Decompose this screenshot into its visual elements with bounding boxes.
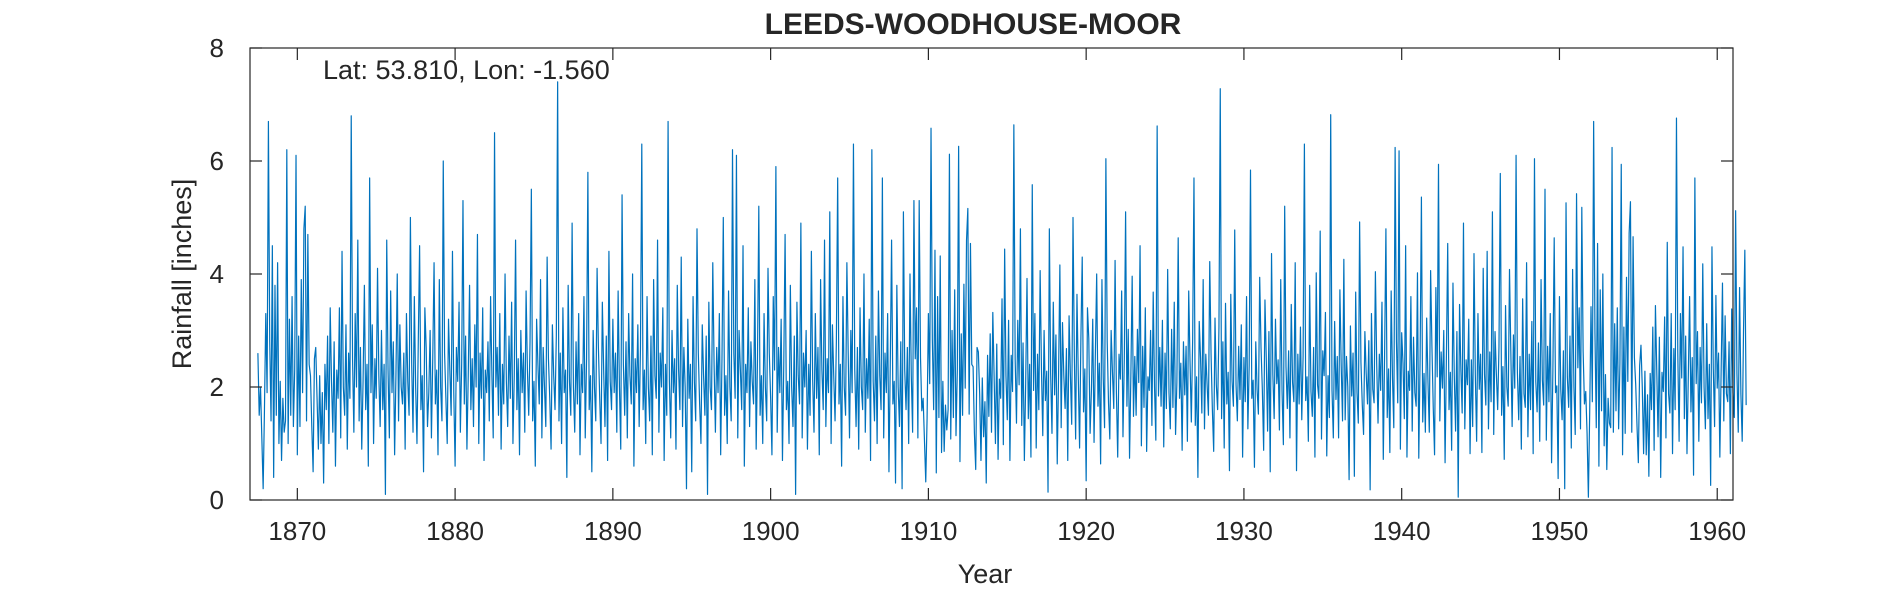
y-tick-label-0: 0 [210,485,224,515]
y-tick-label-8: 8 [210,33,224,63]
y-axis-label: Rainfall [inches] [167,179,197,370]
x-tick-label-1870: 1870 [268,516,326,546]
x-tick-label-1900: 1900 [742,516,800,546]
x-tick-label-1890: 1890 [584,516,642,546]
y-tick-label-6: 6 [210,146,224,176]
x-tick-label-1940: 1940 [1373,516,1431,546]
lat-lon-annotation: Lat: 53.810, Lon: -1.560 [323,55,610,85]
y-tick-label-2: 2 [210,372,224,402]
x-tick-label-1920: 1920 [1057,516,1115,546]
x-tick-label-1910: 1910 [899,516,957,546]
x-tick-label-1930: 1930 [1215,516,1273,546]
x-tick-label-1950: 1950 [1531,516,1589,546]
plot-area: 1870 1880 1890 1900 1910 1920 1930 1940 1950 1960… [210,33,1747,546]
x-tick-label-1880: 1880 [426,516,484,546]
x-axis-label: Year [958,559,1013,589]
chart-title: LEEDS-WOODHOUSE-MOOR [765,8,1182,41]
rainfall-series-line [257,81,1747,498]
x-tick-label-1960: 1960 [1688,516,1746,546]
y-tick-label-4: 4 [210,259,224,289]
